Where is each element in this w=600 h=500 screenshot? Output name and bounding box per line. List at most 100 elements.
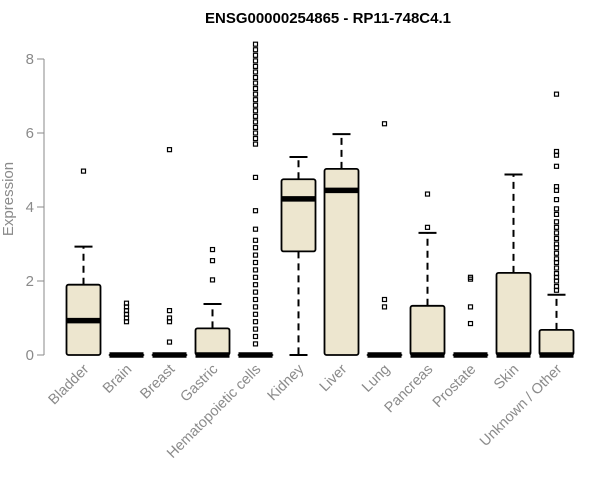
box-prostate (452, 274, 489, 358)
x-tick-label: Brain (100, 362, 135, 397)
outlier-point (553, 211, 560, 217)
outlier-point (166, 147, 173, 153)
outlier-point (553, 256, 560, 262)
outlier-point (252, 69, 259, 75)
outlier-point (252, 80, 259, 86)
outlier-point (166, 315, 173, 321)
outlier-point (252, 282, 259, 288)
box-kidney (280, 156, 317, 356)
outlier-point (209, 258, 216, 264)
box-pancreas (409, 191, 446, 358)
outlier-point (252, 252, 259, 258)
y-axis: 0 2 4 6 8 (26, 51, 45, 364)
chart-title: ENSG00000254865 - RP11-748C4.1 (205, 10, 451, 27)
outlier-point (252, 52, 259, 58)
outlier-point (252, 91, 259, 97)
outlier-point (252, 124, 259, 131)
x-tick-label: Skin (491, 362, 522, 393)
outlier-point (252, 119, 259, 125)
outlier-point (252, 341, 259, 347)
outlier-point (166, 339, 173, 345)
x-tick-label: Liver (317, 361, 351, 395)
box-gastric (194, 246, 231, 358)
outlier-point (553, 219, 560, 225)
outlier-point (252, 319, 259, 325)
outlier-point (252, 289, 259, 295)
outlier-point (553, 197, 560, 203)
outlier-point (252, 226, 259, 232)
x-tick-label: Unknown / Other (477, 361, 565, 449)
outlier-point (252, 74, 259, 81)
x-tick-label: Lung (359, 362, 393, 396)
outlier-point (553, 250, 560, 256)
outlier-point (553, 271, 560, 277)
x-tick-label: Bladder (46, 361, 93, 408)
outlier-point (80, 168, 87, 174)
box-brain (108, 300, 145, 358)
box-bladder (65, 168, 102, 356)
outlier-point (252, 85, 259, 92)
outlier-point (553, 230, 560, 236)
outlier-point (252, 108, 259, 114)
y-tick-label: 2 (26, 273, 34, 290)
outlier-point (252, 97, 259, 103)
outlier-point (252, 326, 259, 332)
box-liver (323, 133, 360, 356)
outlier-point (252, 237, 259, 243)
outlier-point (123, 300, 130, 306)
outlier-point (252, 274, 259, 280)
outlier-point (381, 121, 388, 127)
outlier-point (553, 241, 560, 247)
outlier-point (553, 265, 560, 271)
iqr-box (538, 328, 575, 356)
outlier-point (252, 208, 259, 214)
outlier-point (209, 277, 216, 283)
outlier-point (553, 163, 560, 169)
box-breast (151, 147, 188, 358)
outlier-point (252, 296, 259, 303)
iqr-box (323, 167, 360, 356)
outlier-point (553, 184, 560, 190)
outlier-point (252, 102, 259, 108)
box-unknown-other (538, 91, 575, 358)
box-skin (495, 173, 532, 358)
outlier-point (252, 141, 259, 147)
y-tick-label: 6 (26, 125, 34, 142)
outlier-point (467, 274, 474, 280)
outlier-point (252, 58, 259, 64)
y-axis-label: Expression (0, 162, 17, 236)
outlier-point (553, 206, 560, 212)
outlier-point (553, 283, 560, 290)
y-tick-label: 8 (26, 51, 34, 68)
outlier-point (252, 63, 259, 70)
outlier-point (252, 333, 259, 340)
x-tick-label: Kidney (265, 361, 308, 404)
iqr-box (280, 178, 317, 253)
box-lung (366, 121, 403, 358)
outlier-point (553, 148, 560, 155)
outlier-point (424, 191, 431, 197)
outlier-point (252, 304, 259, 310)
iqr-box (194, 327, 231, 356)
outlier-point (252, 245, 259, 251)
y-tick-label: 0 (26, 347, 34, 364)
x-tick-label: Breast (137, 362, 178, 403)
x-tick-label: Prostate (430, 362, 479, 411)
outlier-point (252, 113, 259, 119)
box-hematopoietic-cells (237, 41, 274, 358)
outlier-point (252, 135, 259, 142)
outlier-point (553, 91, 560, 97)
boxes-group (65, 41, 575, 358)
outlier-point (553, 224, 560, 230)
y-tick-label: 4 (26, 199, 34, 216)
outlier-point (252, 174, 259, 180)
outlier-point (209, 246, 216, 253)
outlier-point (252, 311, 259, 317)
outlier-point (252, 267, 259, 273)
iqr-box (409, 304, 446, 356)
outlier-point (467, 304, 474, 310)
iqr-box (495, 271, 532, 356)
outlier-point (553, 235, 560, 242)
